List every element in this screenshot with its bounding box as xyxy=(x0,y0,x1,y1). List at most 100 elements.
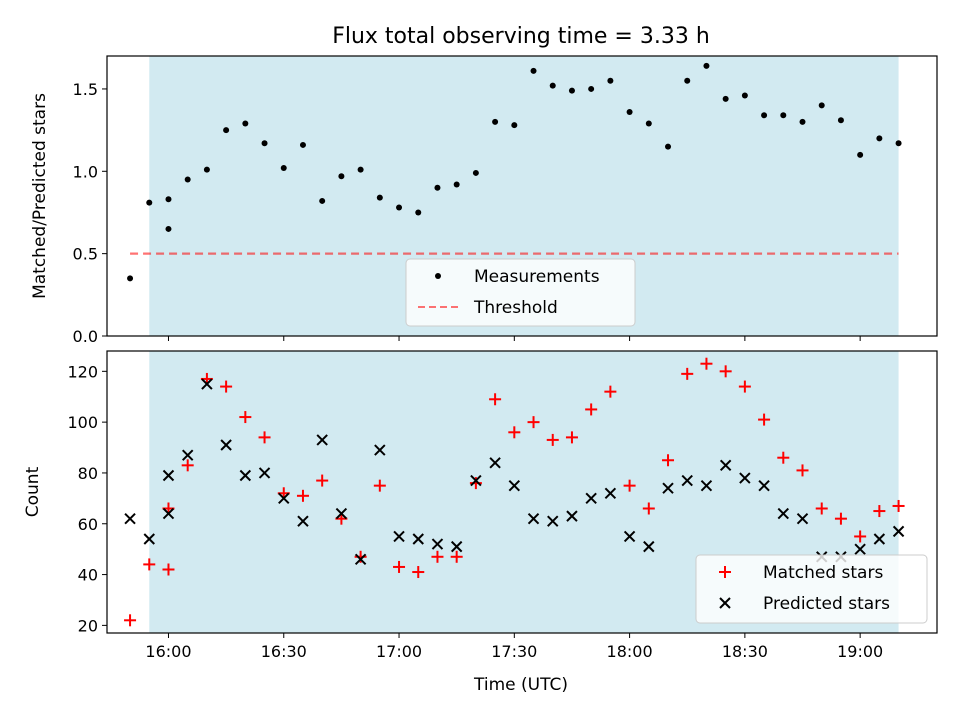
bottom-matched-stars-point xyxy=(316,474,329,487)
bottom-matched-stars-point xyxy=(565,431,578,444)
bottom-matched-stars-point xyxy=(489,393,502,406)
top-ytick-label: 0.5 xyxy=(73,245,98,264)
top-measurements-point xyxy=(184,176,191,183)
bottom-predicted-stars-point xyxy=(412,533,424,545)
bottom-ytick-label: 40 xyxy=(78,566,98,585)
bottom-matched-stars-point xyxy=(777,451,790,464)
top-measurements-point xyxy=(722,95,729,102)
bottom-matched-stars-point xyxy=(834,512,847,525)
bottom-matched-stars-point xyxy=(681,367,694,380)
top-measurements-point xyxy=(626,109,633,115)
bottom-ytick-label: 100 xyxy=(67,413,98,432)
top-measurements-point xyxy=(376,194,383,201)
bottom-matched-stars-point xyxy=(892,499,905,512)
top-measurements-point xyxy=(703,62,710,69)
top-legend-box xyxy=(405,258,636,327)
bottom-matched-stars-point xyxy=(508,426,521,439)
bottom-predicted-stars-point xyxy=(124,512,136,525)
xtick-label: 17:00 xyxy=(376,642,422,661)
bottom-matched-stars-point xyxy=(412,566,425,579)
top-panel: 0.0 0.5 1.0 1.5 Matched/Predicted stars Mea… xyxy=(30,55,938,346)
bottom-matched-stars-point xyxy=(623,479,636,492)
bottom-matched-stars-point xyxy=(585,403,598,416)
bottom-matched-stars-point xyxy=(431,550,444,563)
top-plot-frame xyxy=(106,55,938,337)
bottom-legend-box xyxy=(695,554,928,624)
xtick-label: 17:30 xyxy=(491,642,537,661)
bottom-predicted-stars-point xyxy=(700,479,713,492)
top-measurements-point xyxy=(665,143,672,150)
legend-label-measurements: Measurements xyxy=(474,267,600,287)
bottom-matched-stars-point xyxy=(450,550,463,563)
top-measurements-point xyxy=(530,67,537,74)
bottom-predicted-stars-point xyxy=(374,444,386,456)
top-measurements-point xyxy=(261,140,268,147)
bottom-predicted-stars-point xyxy=(777,507,790,520)
chart-title: Flux total observing time = 3.33 h xyxy=(332,24,710,49)
legend-label-threshold: Threshold xyxy=(473,298,558,318)
bottom-predicted-stars-point xyxy=(566,510,578,522)
bottom-predicted-stars-point xyxy=(662,482,674,494)
bottom-predicted-stars-point xyxy=(258,467,271,479)
bottom-predicted-stars-point xyxy=(892,525,905,538)
bottom-predicted-stars-point xyxy=(681,474,693,487)
top-measurements-point xyxy=(645,120,652,127)
top-measurements-point xyxy=(780,112,787,119)
bottom-ytick-label: 20 xyxy=(78,616,98,635)
top-measurements-point xyxy=(895,140,902,147)
bottom-predicted-stars-point xyxy=(278,492,290,505)
top-measurements-point xyxy=(357,166,364,173)
top-measurements-point xyxy=(492,118,499,125)
top-measurements-point xyxy=(876,135,883,142)
bottom-matched-stars-point xyxy=(258,431,271,444)
top-measurements-point xyxy=(472,169,479,176)
top-measurements-point xyxy=(818,102,825,109)
bottom-predicted-stars-point xyxy=(643,540,655,553)
top-measurements-point xyxy=(607,77,614,84)
top-measurements-point xyxy=(568,87,575,94)
bottom-matched-stars-point xyxy=(854,530,867,543)
bottom-predicted-stars-point xyxy=(181,449,194,461)
bottom-matched-stars-point xyxy=(239,411,252,424)
bottom-ytick-label: 80 xyxy=(78,464,98,483)
bottom-predicted-stars-point xyxy=(393,530,405,543)
top-measurements-point xyxy=(761,112,768,119)
top-ytick-label: 1.0 xyxy=(73,162,98,181)
bottom-matched-stars-point xyxy=(527,416,540,429)
bottom-predicted-stars-point xyxy=(297,515,309,527)
bottom-legend: Matched stars Predicted stars xyxy=(695,554,928,624)
xtick-label: 18:00 xyxy=(607,642,653,661)
bottom-panel: 20 40 60 80 100 120 16:00 16:30 17:00 17:30 18:00 1… xyxy=(23,350,938,695)
bottom-predicted-stars-point xyxy=(143,533,155,545)
top-ytick-label: 1.5 xyxy=(73,80,98,99)
bottom-predicted-stars-point xyxy=(201,378,213,390)
top-ytick-label: 0.0 xyxy=(73,327,98,346)
bottom-predicted-stars-point xyxy=(527,512,540,525)
xtick-label: 16:30 xyxy=(261,642,307,661)
bottom-predicted-stars-point xyxy=(719,459,732,472)
top-measurements-point xyxy=(127,275,134,282)
bottom-matched-stars-point xyxy=(700,357,713,370)
bottom-matched-stars-point xyxy=(220,380,233,393)
bottom-predicted-stars-point xyxy=(873,533,886,545)
bottom-matched-stars-point xyxy=(296,489,309,502)
bottom-predicted-stars-point xyxy=(162,507,175,520)
legend-marker-measurements xyxy=(435,273,441,279)
bottom-matched-stars-point xyxy=(604,385,617,398)
top-measurements-point xyxy=(396,204,403,211)
bottom-predicted-stars-point xyxy=(431,538,444,550)
bottom-matched-stars-point xyxy=(662,454,675,467)
bottom-predicted-stars-point xyxy=(739,472,751,484)
bottom-matched-stars-point xyxy=(373,479,386,492)
bottom-predicted-stars-point xyxy=(758,479,770,492)
bottom-matched-stars-point xyxy=(738,380,751,393)
top-legend: Measurements Threshold xyxy=(405,258,636,327)
bottom-plot-frame xyxy=(106,350,938,634)
legend-marker-predicted-stars xyxy=(719,597,731,609)
bottom-ytick-label: 60 xyxy=(78,515,98,534)
bottom-matched-stars-point xyxy=(873,505,886,518)
bottom-matched-stars-point xyxy=(181,459,194,472)
top-measurements-point xyxy=(741,92,748,99)
top-measurements-point xyxy=(415,209,422,216)
